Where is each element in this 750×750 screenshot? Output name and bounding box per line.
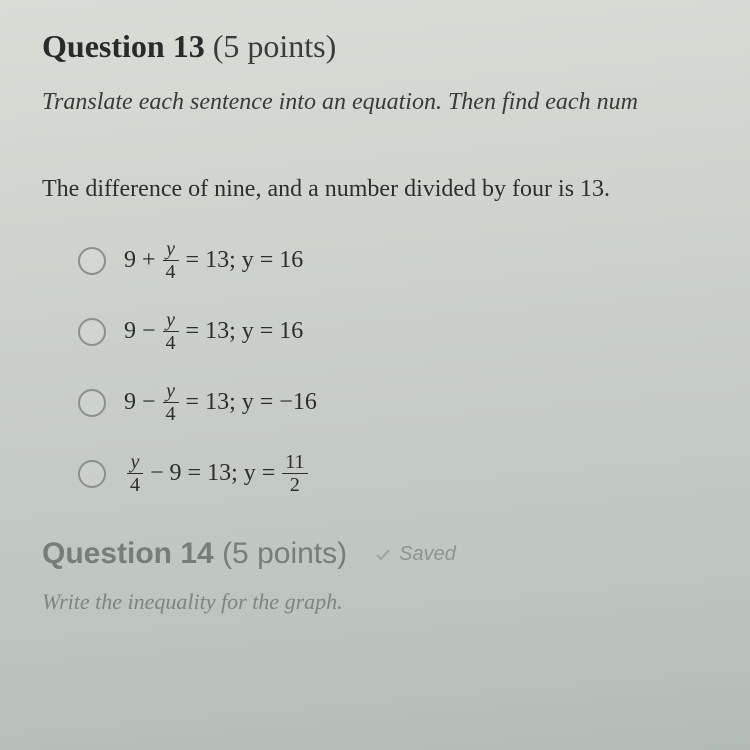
quiz-page: Question 13 (5 points) Translate each se… — [0, 0, 750, 625]
frac-num: y — [128, 452, 143, 473]
option-4-equation: y 4 − 9 = 13; y = 11 2 — [124, 452, 311, 495]
eq-lead: 9 − — [124, 389, 156, 416]
option-3-equation: 9 − y 4 = 13; y = −16 — [124, 381, 317, 424]
radio-icon[interactable] — [78, 318, 106, 346]
question-13-header: Question 13 (5 points) — [42, 28, 740, 65]
frac-den: 4 — [163, 332, 179, 353]
saved-label: Saved — [399, 543, 456, 566]
question-14: Question 14 (5 points) Saved Write the i… — [42, 537, 740, 615]
question-points: (5 points) — [222, 537, 347, 570]
saved-indicator: Saved — [375, 543, 456, 566]
option-3[interactable]: 9 − y 4 = 13; y = −16 — [78, 381, 740, 424]
fraction: y 4 — [163, 239, 179, 282]
option-1[interactable]: 9 + y 4 = 13; y = 16 — [78, 239, 740, 282]
option-2-equation: 9 − y 4 = 13; y = 16 — [124, 310, 303, 353]
check-icon — [375, 546, 391, 562]
fraction: y 4 — [163, 381, 179, 424]
eq-lead: 9 + — [124, 247, 156, 274]
frac-num: y — [163, 310, 178, 331]
eq-lead: 9 − — [124, 318, 156, 345]
eq-mid: = 13; y = 16 — [186, 247, 304, 274]
frac-num: y — [163, 381, 178, 402]
eq-mid: = 13; y = 16 — [186, 318, 304, 345]
question-number: Question 14 — [42, 537, 214, 570]
question-13-instruction: Translate each sentence into an equation… — [42, 89, 740, 116]
radio-icon[interactable] — [78, 389, 106, 417]
question-14-header: Question 14 (5 points) Saved — [42, 537, 740, 571]
option-2[interactable]: 9 − y 4 = 13; y = 16 — [78, 310, 740, 353]
radio-icon[interactable] — [78, 460, 106, 488]
question-13-prompt: The difference of nine, and a number div… — [42, 176, 740, 203]
frac-den: 2 — [287, 474, 303, 495]
option-4[interactable]: y 4 − 9 = 13; y = 11 2 — [78, 452, 740, 495]
question-points: (5 points) — [213, 28, 337, 64]
question-number: Question 13 — [42, 28, 205, 64]
option-1-equation: 9 + y 4 = 13; y = 16 — [124, 239, 303, 282]
frac-num: y — [163, 239, 178, 260]
answer-options: 9 + y 4 = 13; y = 16 9 − y 4 = 13; y = 1… — [42, 239, 740, 495]
frac-den: 4 — [163, 403, 179, 424]
frac-num: 11 — [282, 452, 307, 473]
frac-den: 4 — [163, 261, 179, 282]
eq-mid: − 9 = 13; y = — [150, 460, 275, 487]
fraction-tail: 11 2 — [282, 452, 307, 495]
fraction: y 4 — [127, 452, 143, 495]
frac-den: 4 — [127, 474, 143, 495]
radio-icon[interactable] — [78, 247, 106, 275]
question-14-instruction: Write the inequality for the graph. — [42, 589, 740, 615]
fraction: y 4 — [163, 310, 179, 353]
eq-mid: = 13; y = −16 — [186, 389, 317, 416]
